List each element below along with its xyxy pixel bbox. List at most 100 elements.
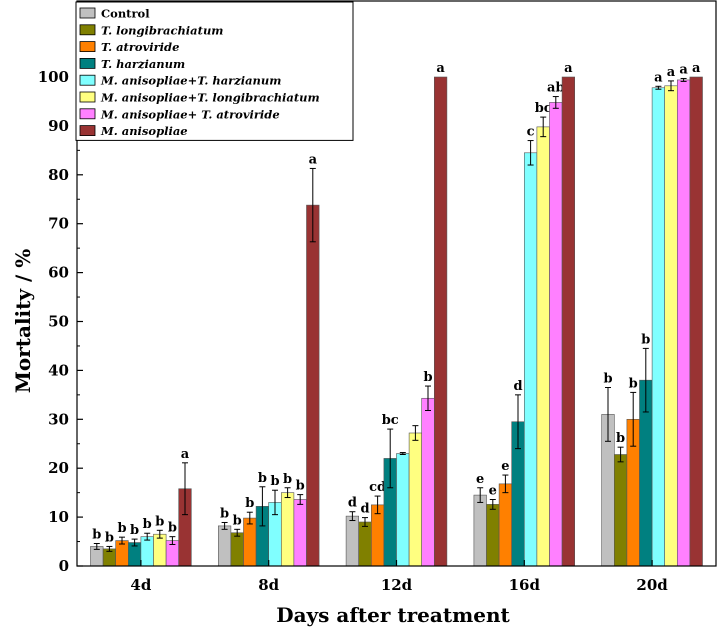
axes: 0 10 20 30 40 50 60 70 80 90 100 4d 8d 12d 16d 20d	[38, 0, 717, 594]
significance-label: cd	[369, 480, 386, 495]
bar	[664, 85, 678, 567]
significance-label: b	[270, 474, 279, 489]
y-tick-label: 30	[48, 410, 69, 428]
legend-swatch	[79, 108, 96, 120]
significance-label: bc	[535, 101, 552, 116]
bar	[433, 76, 448, 567]
legend-label: M. anisopliae+ T. atroviride	[100, 107, 280, 121]
significance-label: d	[360, 502, 369, 517]
significance-label: ab	[547, 81, 565, 96]
y-tick-label: 50	[48, 313, 69, 331]
legend-label: M. anisopliae	[100, 124, 188, 138]
significance-label: b	[117, 521, 126, 536]
y-tick-label: 40	[48, 361, 69, 379]
bar	[153, 533, 167, 567]
bar	[473, 494, 487, 567]
significance-label: b	[92, 528, 101, 543]
bar	[230, 532, 244, 567]
legend-label: Control	[101, 7, 150, 21]
legend-swatch	[79, 7, 96, 19]
significance-label: b	[155, 514, 164, 529]
x-tick-label: 20d	[636, 576, 668, 594]
legend: Control T. longibrachiatum T. atroviride T.…	[75, 1, 354, 141]
significance-label: a	[654, 70, 663, 85]
significance-label: e	[476, 472, 484, 487]
bar	[676, 79, 691, 567]
significance-label: bc	[382, 413, 399, 428]
significance-label: b	[143, 517, 152, 532]
legend-swatch	[79, 91, 96, 103]
significance-label: b	[283, 472, 292, 487]
significance-label: e	[501, 459, 509, 474]
bar	[561, 76, 575, 567]
legend-swatch	[79, 58, 96, 69]
bar	[140, 536, 154, 567]
bar	[536, 126, 550, 567]
significance-label: a	[564, 61, 573, 76]
significance-label: c	[527, 125, 535, 140]
significance-label: b	[258, 471, 267, 486]
bar	[408, 432, 423, 567]
significance-label: a	[679, 62, 688, 77]
significance-label: b	[629, 376, 638, 391]
bar	[396, 453, 410, 567]
significance-label: b	[603, 372, 612, 387]
bar	[306, 204, 320, 567]
bar	[293, 499, 307, 567]
bar	[651, 87, 665, 567]
legend-label: T. harzianum	[101, 57, 185, 71]
legend-swatch	[79, 125, 96, 136]
y-tick-label: 60	[48, 264, 69, 282]
significance-label: a	[181, 447, 190, 462]
significance-label: d	[348, 496, 357, 511]
significance-label: d	[513, 379, 522, 394]
bar	[549, 102, 563, 567]
bar	[358, 521, 372, 567]
x-tick-label: 16d	[509, 576, 541, 594]
bar	[421, 397, 435, 567]
bar	[523, 152, 538, 567]
bar	[345, 515, 360, 567]
significance-label: b	[130, 523, 139, 538]
significance-label: b	[616, 431, 625, 446]
significance-label: b	[245, 496, 254, 511]
significance-label: b	[641, 332, 650, 347]
legend-label: M. anisopliae+T. harzianum	[100, 74, 281, 88]
y-axis-title: Mortality / %	[11, 249, 35, 394]
y-tick-label: 70	[48, 215, 69, 233]
y-tick-label: 80	[48, 166, 69, 184]
y-tick-label: 20	[48, 459, 69, 477]
significance-label: a	[667, 65, 676, 80]
y-tick-label: 10	[48, 508, 69, 526]
legend-swatch	[79, 74, 96, 86]
x-tick-label: 8d	[258, 576, 279, 594]
bar	[486, 504, 500, 567]
legend-label: T. longibrachiatum	[101, 23, 223, 37]
x-tick-label: 4d	[130, 576, 151, 594]
y-tick-label: 100	[38, 68, 69, 86]
x-axis-title: Days after treatment	[276, 603, 510, 627]
bar	[218, 525, 232, 567]
bar	[613, 454, 628, 567]
significance-label: a	[436, 61, 445, 76]
significance-label: b	[423, 370, 432, 385]
significance-label: b	[296, 479, 305, 494]
x-tick-label: 12d	[381, 576, 413, 594]
significance-label: b	[168, 521, 177, 536]
legend-label: T. atroviride	[101, 40, 179, 54]
legend-box	[75, 1, 354, 141]
significance-label: a	[692, 61, 701, 76]
legend-swatch	[79, 41, 96, 52]
legend-swatch	[79, 24, 96, 36]
y-tick-label: 0	[59, 557, 69, 575]
significance-label: e	[489, 483, 497, 498]
bar	[689, 76, 703, 567]
bar	[280, 492, 295, 567]
y-tick-label: 90	[48, 117, 69, 135]
bar	[498, 483, 513, 567]
bar	[243, 517, 257, 567]
significance-label: b	[220, 506, 229, 521]
significance-label: a	[309, 152, 318, 167]
